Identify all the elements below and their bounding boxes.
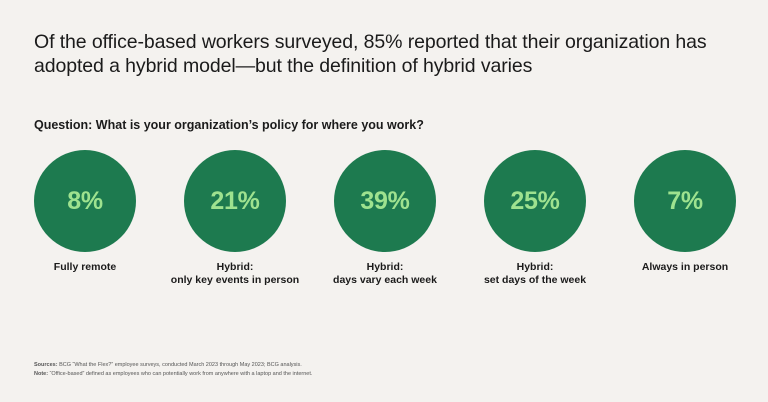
value-circle: 21% (184, 150, 286, 252)
value-label: 7% (667, 186, 703, 215)
value-circle: 7% (634, 150, 736, 252)
sources-label: Sources: (34, 362, 58, 368)
sources-note: Sources: BCG “What the Flex?” employee s… (34, 361, 312, 370)
value-label: 21% (210, 186, 260, 215)
headline: Of the office-based workers surveyed, 85… (34, 30, 734, 78)
note-text: “Office-based” defined as employees who … (48, 371, 313, 377)
value-label: 25% (510, 186, 560, 215)
headline-line-2: adopted a hybrid model—but the definitio… (34, 55, 533, 77)
category-label-line: days vary each week (333, 274, 437, 286)
headline-line-1: Of the office-based workers surveyed, 85… (34, 31, 707, 53)
category-label-line: Hybrid: (516, 261, 554, 273)
sources-text: BCG “What the Flex?” employee surveys, c… (57, 362, 302, 368)
category-label: Hybrid: only key events in person (150, 261, 320, 287)
category-label: Hybrid: days vary each week (300, 261, 470, 287)
footnotes: Sources: BCG “What the Flex?” employee s… (34, 361, 312, 379)
category-label-line: Hybrid: (366, 261, 404, 273)
value-label: 8% (67, 186, 103, 215)
value-circle: 8% (34, 150, 136, 252)
category-label: Hybrid: set days of the week (450, 261, 620, 287)
question-title: Question: What is your organization’s po… (34, 118, 424, 132)
category-label-line: Always in person (641, 261, 729, 273)
category-label: Always in person (600, 261, 768, 274)
category-label: Fully remote (0, 261, 170, 274)
value-circle: 25% (484, 150, 586, 252)
category-label-line: Hybrid: (216, 261, 254, 273)
note-label: Note: (34, 371, 49, 377)
category-label-line: Fully remote (53, 261, 117, 273)
category-label-line: only key events in person (170, 274, 300, 286)
value-label: 39% (360, 186, 410, 215)
value-circle: 39% (334, 150, 436, 252)
definition-note: Note: “Office-based” defined as employee… (34, 370, 312, 379)
category-label-line: set days of the week (483, 274, 587, 286)
